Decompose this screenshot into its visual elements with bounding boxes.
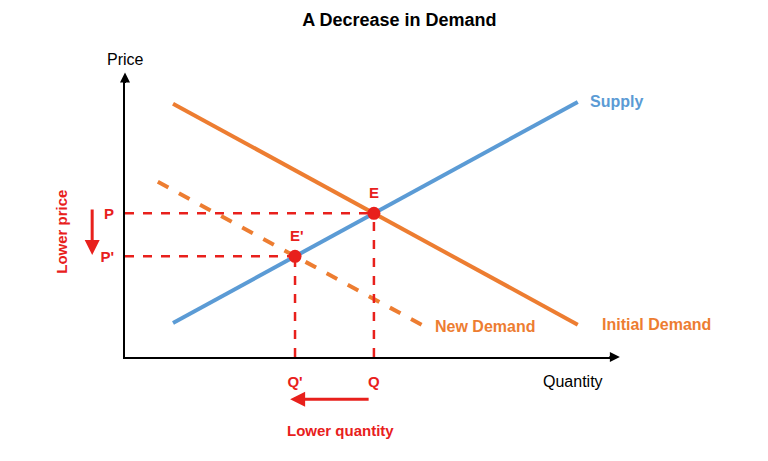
svg-text:E: E xyxy=(369,184,379,201)
svg-text:A Decrease in Demand: A Decrease in Demand xyxy=(302,10,496,30)
svg-text:Price: Price xyxy=(107,51,144,68)
svg-text:Q: Q xyxy=(368,373,380,390)
svg-text:Lower price: Lower price xyxy=(53,190,70,274)
svg-text:P': P' xyxy=(100,248,114,265)
svg-text:Lower quantity: Lower quantity xyxy=(287,422,394,439)
svg-text:Q': Q' xyxy=(287,373,302,390)
svg-text:E': E' xyxy=(290,227,304,244)
svg-text:New Demand: New Demand xyxy=(435,318,535,335)
svg-text:P: P xyxy=(104,205,114,222)
svg-text:Initial Demand: Initial Demand xyxy=(602,316,711,333)
svg-text:Supply: Supply xyxy=(590,93,643,110)
svg-text:Quantity: Quantity xyxy=(543,373,603,390)
